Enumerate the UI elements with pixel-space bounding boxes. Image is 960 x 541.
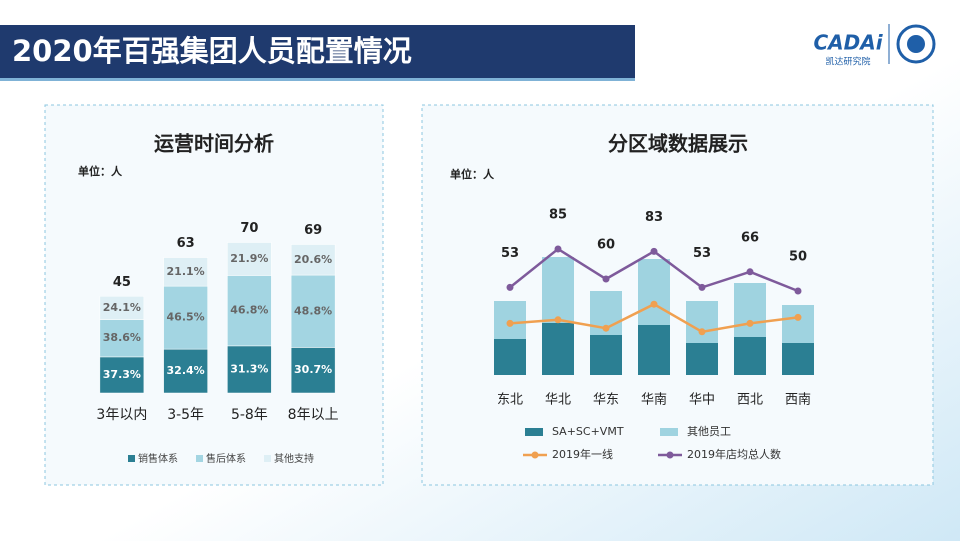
line-point bbox=[746, 319, 754, 327]
legend-label: 2019年店均总人数 bbox=[687, 447, 781, 461]
chart-title: 运营时间分析 bbox=[154, 132, 274, 156]
total-label: 45 bbox=[113, 275, 131, 290]
bar-segment bbox=[638, 259, 670, 325]
line-point bbox=[554, 316, 562, 324]
value-label: 21.9% bbox=[230, 252, 268, 265]
total-label: 70 bbox=[240, 221, 258, 236]
x-tick-label: 东北 bbox=[497, 393, 523, 408]
line-point bbox=[698, 283, 706, 291]
line-point bbox=[650, 247, 658, 255]
bar-segment bbox=[638, 325, 670, 375]
x-tick-label: 3-5年 bbox=[167, 407, 204, 423]
bar-segment bbox=[290, 274, 336, 348]
logo: CADAi bbox=[813, 31, 883, 55]
legend-swatch bbox=[660, 428, 678, 436]
value-label: 48.8% bbox=[294, 304, 332, 317]
logo-sub: 凯达研究院 bbox=[825, 56, 870, 68]
line-point bbox=[698, 328, 706, 336]
bar-segment bbox=[590, 335, 622, 375]
bar-segment bbox=[494, 339, 526, 375]
legend-swatch bbox=[525, 428, 543, 436]
value-label: 53 bbox=[693, 246, 711, 261]
header-rule bbox=[0, 78, 635, 81]
legend-label: 2019年一线 bbox=[552, 447, 613, 461]
bar-segment bbox=[782, 343, 814, 375]
bar-segment bbox=[99, 319, 145, 358]
value-label: 85 bbox=[549, 208, 567, 223]
line-point bbox=[650, 300, 658, 308]
unit-label: 单位：人 bbox=[78, 164, 123, 178]
bar-segment bbox=[290, 244, 336, 276]
x-tick-label: 西北 bbox=[737, 393, 763, 408]
legend-swatch bbox=[196, 455, 203, 462]
bar-segment bbox=[686, 301, 718, 343]
chart-title: 分区域数据展示 bbox=[608, 132, 748, 156]
emblem-core bbox=[907, 35, 925, 53]
value-label: 32.4% bbox=[167, 364, 205, 377]
legend-label: 其他支持 bbox=[274, 452, 314, 465]
line-point bbox=[794, 287, 802, 295]
value-label: 21.1% bbox=[167, 265, 205, 278]
legend-swatch bbox=[128, 455, 135, 462]
line-point bbox=[794, 313, 802, 321]
x-tick-label: 5-8年 bbox=[231, 407, 268, 423]
value-label: 38.6% bbox=[103, 331, 141, 344]
line-point bbox=[602, 275, 610, 283]
value-label: 46.8% bbox=[230, 304, 268, 317]
line-point bbox=[506, 283, 514, 291]
x-tick-label: 华东 bbox=[593, 393, 619, 408]
bar-segment bbox=[542, 323, 574, 375]
bar-segment bbox=[782, 305, 814, 343]
bar-segment bbox=[227, 345, 272, 394]
legend-label: 其他员工 bbox=[687, 425, 731, 438]
x-tick-label: 华北 bbox=[545, 393, 571, 408]
bar-segment bbox=[99, 356, 145, 394]
total-label: 69 bbox=[304, 223, 322, 238]
line-point bbox=[554, 245, 562, 253]
line-point bbox=[746, 268, 754, 276]
bar-segment bbox=[227, 275, 272, 347]
value-label: 83 bbox=[645, 210, 663, 225]
bar-segment bbox=[542, 257, 574, 323]
line-point bbox=[602, 324, 610, 332]
x-tick-label: 3年以内 bbox=[96, 407, 147, 423]
bar-segment bbox=[163, 257, 208, 287]
legend-marker bbox=[666, 451, 674, 459]
bar-segment bbox=[227, 242, 272, 276]
line-point bbox=[506, 319, 514, 327]
value-label: 53 bbox=[501, 246, 519, 261]
value-label: 66 bbox=[741, 230, 759, 245]
legend-label: 销售体系 bbox=[138, 452, 178, 465]
panel bbox=[421, 104, 934, 486]
bar-segment bbox=[734, 283, 766, 337]
x-tick-label: 华中 bbox=[689, 393, 715, 408]
bar-segment bbox=[163, 348, 208, 394]
legend-label: SA+SC+VMT bbox=[552, 425, 624, 438]
value-label: 30.7% bbox=[294, 363, 332, 376]
unit-label: 单位：人 bbox=[450, 167, 495, 181]
total-label: 63 bbox=[177, 236, 195, 251]
bar-segment bbox=[290, 347, 336, 394]
legend-label: 售后体系 bbox=[206, 452, 246, 465]
value-label: 50 bbox=[789, 250, 807, 265]
x-tick-label: 华南 bbox=[641, 392, 667, 408]
legend-swatch bbox=[264, 455, 271, 462]
bar-segment bbox=[686, 343, 718, 375]
value-label: 37.3% bbox=[103, 368, 141, 381]
value-label: 24.1% bbox=[103, 301, 141, 314]
bar-segment bbox=[163, 285, 208, 350]
x-tick-label: 西南 bbox=[785, 392, 811, 408]
bar-segment bbox=[734, 337, 766, 375]
header-band bbox=[0, 25, 635, 78]
value-label: 31.3% bbox=[230, 362, 268, 375]
value-label: 46.5% bbox=[167, 311, 205, 324]
value-label: 60 bbox=[597, 238, 615, 253]
legend-marker bbox=[531, 451, 539, 459]
page-title: 2020年百强集团人员配置情况 bbox=[12, 34, 412, 68]
bar-segment bbox=[99, 296, 145, 320]
x-tick-label: 8年以上 bbox=[288, 407, 339, 423]
value-label: 20.6% bbox=[294, 253, 332, 266]
